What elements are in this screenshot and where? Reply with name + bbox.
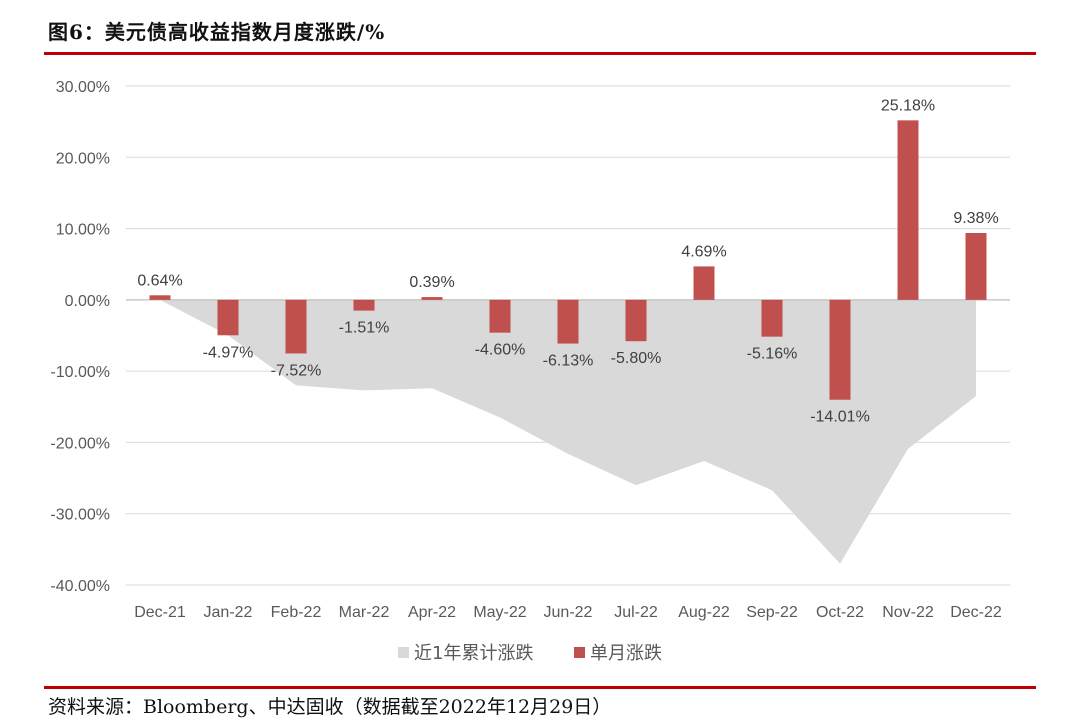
y-tick-label: -20.00% (50, 435, 110, 452)
x-tick-label: Jan-22 (204, 604, 253, 621)
bar (217, 299, 239, 336)
y-tick-label: 30.00% (56, 79, 110, 96)
bar (353, 299, 375, 311)
monthly-bar-series (149, 120, 987, 400)
bar (693, 266, 715, 300)
bar (761, 299, 783, 337)
source-rule (44, 686, 1036, 689)
bar (965, 232, 987, 300)
figure-source: 资料来源：Bloomberg、中达固收（数据截至2022年12月29日） (48, 696, 612, 718)
y-tick-label: 20.00% (56, 150, 110, 167)
x-tick-label: Dec-21 (134, 604, 186, 621)
y-tick-label: 0.00% (65, 293, 110, 310)
title-rule (44, 52, 1036, 55)
bar (625, 299, 647, 342)
bar (149, 295, 171, 300)
x-tick-label: Sep-22 (746, 604, 798, 621)
data-label: 0.64% (137, 272, 182, 289)
legend-label-monthly: 单月涨跌 (590, 643, 662, 664)
data-label: 4.69% (681, 243, 726, 260)
x-axis-ticks: Dec-21 Jan-22 Feb-22 Mar-22 Apr-22 May-22 Jun-… (134, 604, 1002, 621)
data-label: -6.13% (543, 353, 594, 370)
x-tick-label: Apr-22 (408, 604, 456, 621)
figure-title: 图6：美元债高收益指数月度涨跌/% (48, 20, 386, 44)
x-tick-label: Oct-22 (816, 604, 864, 621)
chart: 0.64% -4.97% -7.52% -1.51% 0.39% -4.60% -6.13%… (50, 79, 1010, 664)
bar (897, 120, 919, 300)
legend-swatch-cumulative (398, 647, 409, 658)
cumulative-area (160, 299, 976, 564)
data-label: 0.39% (409, 274, 454, 291)
x-tick-label: Mar-22 (339, 604, 390, 621)
bar (557, 299, 579, 344)
x-tick-label: Aug-22 (678, 604, 730, 621)
data-label: -7.52% (271, 362, 322, 379)
legend-label-cumulative: 近1年累计涨跌 (414, 643, 533, 664)
x-tick-label: Jul-22 (614, 604, 658, 621)
data-label: -1.51% (339, 320, 390, 337)
x-tick-label: Nov-22 (882, 604, 934, 621)
data-label: -14.01% (810, 409, 870, 426)
data-label: 9.38% (953, 210, 998, 227)
data-label: -5.80% (611, 350, 662, 367)
data-label: -4.60% (475, 342, 526, 359)
legend: 近1年累计涨跌 单月涨跌 (398, 643, 662, 664)
cumulative-area-series (160, 299, 976, 564)
data-labels: 0.64% -4.97% -7.52% -1.51% 0.39% -4.60% -6.13%… (137, 97, 998, 425)
y-axis-ticks: 30.00% 20.00% 10.00% 0.00% -10.00% -20.00% -30… (50, 79, 110, 595)
x-tick-label: Dec-22 (950, 604, 1002, 621)
x-tick-label: May-22 (473, 604, 526, 621)
bar (829, 299, 851, 400)
x-tick-label: Feb-22 (271, 604, 322, 621)
data-label: -5.16% (747, 346, 798, 363)
x-tick-label: Jun-22 (544, 604, 593, 621)
bar (421, 297, 443, 300)
bar (489, 299, 511, 333)
y-tick-label: -30.00% (50, 507, 110, 524)
y-tick-label: -40.00% (50, 578, 110, 595)
bar (285, 299, 307, 354)
data-label: -4.97% (203, 344, 254, 361)
legend-swatch-monthly (574, 647, 585, 658)
y-tick-label: 10.00% (56, 222, 110, 239)
data-label: 25.18% (881, 97, 935, 114)
y-tick-label: -10.00% (50, 364, 110, 381)
